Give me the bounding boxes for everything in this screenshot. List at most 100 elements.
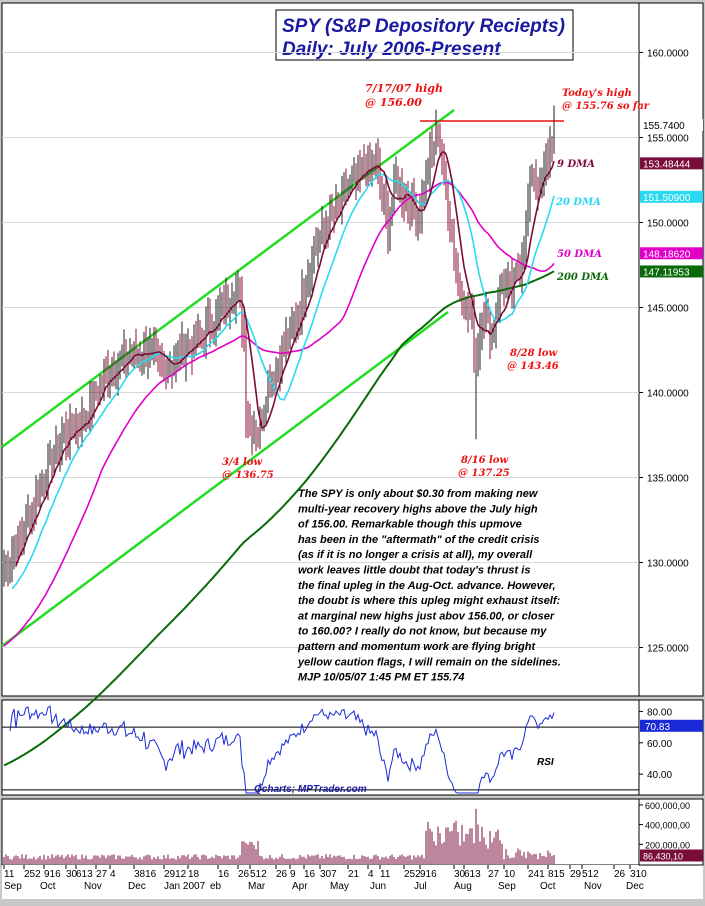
price-value-box <box>640 157 703 170</box>
price-axis-strip <box>638 2 704 697</box>
svg-text:@ 137.25: @ 137.25 <box>458 468 510 479</box>
price-tick-label: 145.0000 <box>647 304 689 315</box>
month-label: Aug <box>454 881 472 892</box>
date-tick-label: 30 <box>66 869 78 880</box>
svg-text:@ 155.76 so far: @ 155.76 so far <box>562 101 650 112</box>
price-tick-label: 140.0000 <box>647 389 689 400</box>
date-tick-label: 10 <box>504 869 516 880</box>
volume-tick-label: 200,000,00 <box>645 840 690 850</box>
rsi-line <box>9 705 555 794</box>
chart-credit: Qcharts; MPTrader.com <box>254 784 367 795</box>
svg-text:@ 143.46: @ 143.46 <box>507 361 559 372</box>
volume-tick-label: 400,000,00 <box>645 821 690 831</box>
price-tick-label: 155.0000 <box>647 134 689 145</box>
month-label: Dec <box>626 881 644 892</box>
legend-9dma: 9 DMA <box>557 159 595 170</box>
rsi-value-label: 70.83 <box>645 722 670 733</box>
price-value-label: 147.11953 <box>643 267 690 278</box>
svg-text:@ 136.75: @ 136.75 <box>222 470 274 481</box>
commentary-line: multi-year recovery highs above the July… <box>298 503 538 515</box>
price-value-box <box>640 190 703 203</box>
date-tick-label: 27 <box>488 869 500 880</box>
price-value-box <box>640 265 703 278</box>
commentary-line: the doubt is where this upleg might exha… <box>298 595 561 607</box>
moving-averages <box>3 150 555 767</box>
commentary-line: The SPY is only about $0.30 from making … <box>298 488 539 500</box>
date-tick-label: 252 <box>24 869 41 880</box>
date-tick-label: 916 <box>420 869 437 880</box>
month-label: May <box>330 881 349 892</box>
ma-9-line <box>15 150 555 567</box>
volume-value-label: 86,430,10 <box>643 851 683 861</box>
date-tick-label: 16 <box>304 869 316 880</box>
x-axis-strip <box>2 865 703 899</box>
price-tick-label: 160.0000 <box>647 49 689 60</box>
svg-text:@ 156.00: @ 156.00 <box>365 96 422 109</box>
date-tick-label: 310 <box>630 869 647 880</box>
rsi-axis: 80.00 60.00 40.00 70.83 <box>639 707 703 781</box>
date-tick-label: 27 <box>96 869 108 880</box>
svg-text:3/4 low: 3/4 low <box>222 457 263 468</box>
annotation-aug16-low: 8/16 low @ 137.25 <box>458 455 510 479</box>
month-label: Jul <box>414 881 427 892</box>
price-value-box <box>640 247 703 260</box>
title-line-1: SPY (S&P Depository Reciepts) <box>282 16 565 37</box>
commentary-line: of 156.00. Remarkable though this upmove <box>298 519 522 531</box>
volume-tick-label: 600,000,00 <box>645 801 690 811</box>
svg-text:8/28 low: 8/28 low <box>510 348 557 359</box>
date-tick-label: 916 <box>44 869 61 880</box>
price-tick-label: 125.0000 <box>647 644 689 655</box>
price-value-label: 155.7400 <box>643 121 685 132</box>
month-label: Mar <box>248 881 266 892</box>
volume-bars <box>3 808 555 864</box>
date-tick-label: 241 <box>528 869 545 880</box>
annotation-todays-high: Today's high @ 155.76 so far <box>562 88 650 112</box>
rsi-tick-label: 60.00 <box>647 739 672 750</box>
price-bars <box>3 105 555 587</box>
price-value-label: 153.48444 <box>643 159 691 170</box>
date-tick-label: 2912 <box>164 869 187 880</box>
date-tick-label: 4 <box>368 869 374 880</box>
date-tick-label: 613 <box>464 869 481 880</box>
month-label: Oct <box>40 881 56 892</box>
commentary-line: at marginal new highs just abov 156.00, … <box>298 610 555 622</box>
date-tick-label: 26 <box>276 869 288 880</box>
commentary-text: The SPY is only about $0.30 from making … <box>297 488 561 684</box>
month-label: Dec <box>128 881 146 892</box>
rsi-series <box>9 705 555 794</box>
price-panel <box>1 2 640 697</box>
volume-panel <box>1 798 640 866</box>
date-tick-label: 815 <box>548 869 565 880</box>
rsi-gridlines <box>2 726 639 791</box>
commentary-line: has been in the "aftermath" of the credi… <box>298 534 540 546</box>
month-label: eb <box>210 881 222 892</box>
date-tick-label: 26 <box>238 869 250 880</box>
ma-200-line <box>3 270 555 767</box>
commentary-line: pattern and momentum work are flying bri… <box>297 641 536 653</box>
price-tick-label: 135.0000 <box>647 474 689 485</box>
date-tick-label: 9 <box>290 869 296 880</box>
price-value-label: 148.18620 <box>643 249 691 260</box>
commentary-line: to 160.00? I really do not know, but bec… <box>298 626 547 638</box>
lower-channel-line <box>1 310 449 648</box>
date-tick-label: 252 <box>404 869 421 880</box>
price-tick-label: 150.0000 <box>647 219 689 230</box>
date-tick-label: 613 <box>76 869 93 880</box>
month-label: Jan 2007 <box>164 881 206 892</box>
date-tick-label: 11 <box>4 869 15 880</box>
chart-title: SPY (S&P Depository Reciepts) Daily: Jul… <box>275 9 574 61</box>
date-tick-label: 26 <box>614 869 626 880</box>
commentary-line: yellow caution flags, I will remain on t… <box>297 656 561 668</box>
price-tick-label: 130.0000 <box>647 559 689 570</box>
annotation-aug28-low: 8/28 low @ 143.46 <box>507 348 559 372</box>
rsi-value-box <box>640 719 703 732</box>
month-label: Apr <box>292 881 308 892</box>
volume-value-box <box>640 849 703 862</box>
annotation-july-high: 7/17/07 high @ 156.00 <box>365 82 443 109</box>
svg-text:8/16 low: 8/16 low <box>461 455 508 466</box>
commentary-line: the final upleg in the Aug-Oct. advance.… <box>298 580 556 592</box>
date-tick-label: 512 <box>582 869 599 880</box>
